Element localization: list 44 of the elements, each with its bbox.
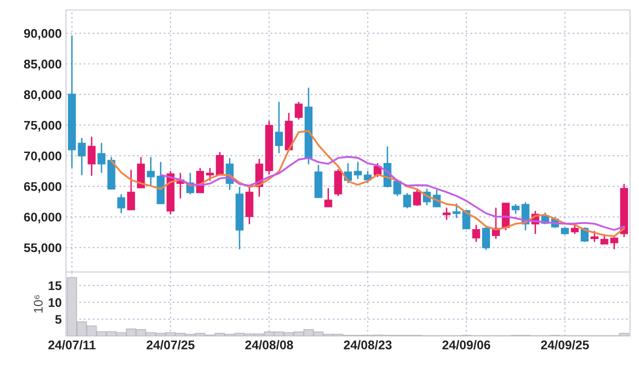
candlestick [245,186,254,224]
candlestick [364,170,372,184]
x-tick-label: 24/09/06 [442,340,490,350]
y-tick-label: 60,000 [24,212,62,224]
candlestick [590,230,598,242]
x-tick-label: 24/09/25 [541,340,589,350]
y-tick-label: 90,000 [24,29,62,40]
candlestick [98,142,106,173]
candlestick [610,237,618,250]
y-tick-label: 70,000 [24,151,62,162]
candlestick [78,138,86,176]
candlestick [294,102,303,120]
x-tick-label: 24/07/25 [146,340,194,350]
y-tick-label: 85,000 [24,60,62,70]
candlestick [324,188,332,208]
candlestick [600,234,608,245]
y-tick-label: 80,000 [24,90,62,101]
y-tick-label: 75,000 [24,120,62,132]
candlestick [117,194,126,214]
candlestick [136,156,145,188]
candlestick [334,169,342,196]
y-tick-label: 65,000 [24,182,62,193]
candlestick [275,102,283,154]
x-tick-label: 24/08/08 [245,340,294,350]
y-axis-title: 10⁶ [34,295,43,313]
y-tick-label: 15 [48,281,62,290]
x-tick-label: 24/07/11 [48,340,96,350]
candlestick [146,156,155,186]
candlestick [413,190,421,206]
y-tick-label: 55,000 [24,243,62,254]
candlestick [472,224,480,242]
candlestick [482,226,490,250]
candlestick [442,208,451,220]
y-tick-label: 5 [55,315,62,324]
candlestick [452,203,460,218]
x-tick-label: 24/08/23 [344,340,392,350]
candlestick [403,192,412,208]
candlestick [127,170,136,210]
candlestick [216,152,224,176]
y-tick-label: 10 [48,298,62,307]
candlestick [354,162,362,180]
candlestick [206,168,214,181]
candlestick [88,136,96,176]
candlestick [462,210,470,230]
